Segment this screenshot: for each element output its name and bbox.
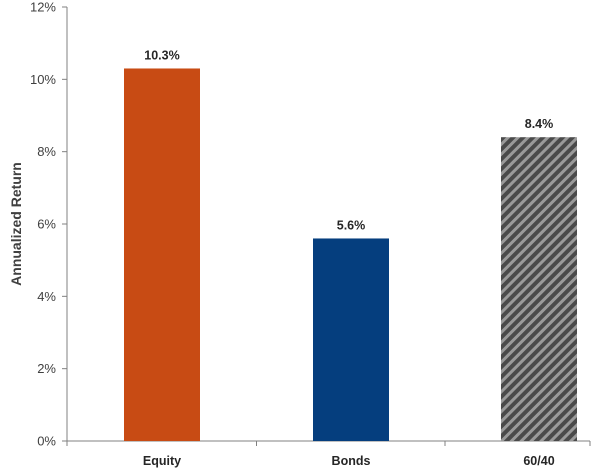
bar-60-40 [501, 137, 577, 441]
x-category-label: 60/40 [523, 454, 554, 468]
y-tick-label: 12% [30, 0, 56, 15]
y-tick-label: 6% [37, 217, 56, 232]
x-category-label: Bonds [332, 454, 371, 468]
data-label: 5.6% [337, 218, 366, 232]
bar-bonds [313, 238, 389, 441]
y-tick-label: 2% [37, 361, 56, 376]
data-label: 10.3% [144, 48, 179, 62]
x-category-label: Equity [143, 454, 181, 468]
y-tick-label: 10% [30, 72, 56, 87]
y-tick-label: 8% [37, 144, 56, 159]
y-tick-label: 4% [37, 289, 56, 304]
bar-equity [124, 68, 200, 441]
y-axis-title: Annualized Return [8, 162, 24, 286]
y-tick-label: 0% [37, 434, 56, 449]
data-label: 8.4% [525, 117, 554, 131]
